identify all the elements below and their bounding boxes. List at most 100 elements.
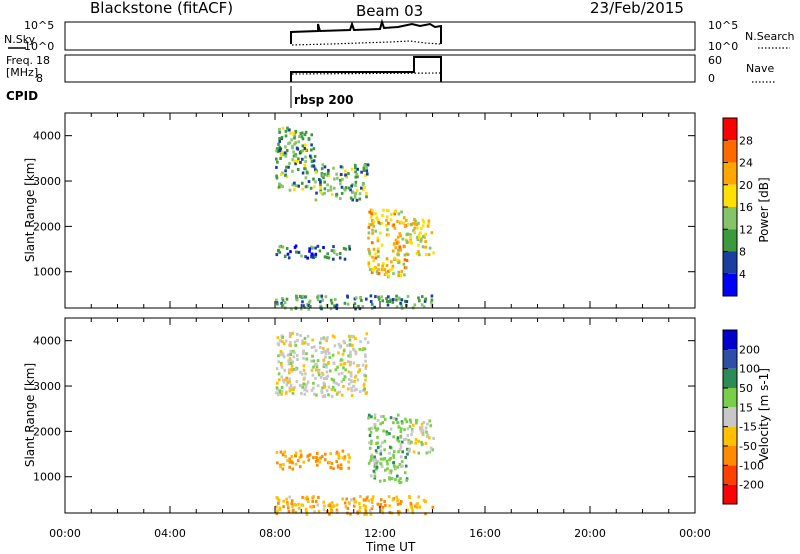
echo-cell — [333, 186, 336, 190]
echo-cell — [375, 270, 379, 274]
echo-cell — [350, 167, 354, 171]
echo-cell — [318, 300, 322, 304]
echo-cell — [280, 392, 283, 396]
echo-cell — [287, 509, 291, 513]
echo-cell — [408, 496, 411, 500]
echo-cell — [348, 334, 351, 338]
echo-cell — [325, 370, 329, 374]
echo-cell — [416, 235, 419, 239]
echo-cell — [363, 164, 366, 168]
x-tick-label: 08:00 — [259, 527, 291, 540]
echo-cell — [290, 307, 293, 311]
echo-cell — [348, 247, 351, 251]
echo-cell — [288, 377, 291, 381]
echo-cell — [383, 268, 387, 272]
echo-cell — [296, 168, 300, 171]
echo-cell — [304, 185, 308, 189]
echo-cell — [284, 145, 287, 149]
echo-cell — [393, 242, 396, 246]
echo-cell — [422, 220, 425, 224]
echo-cell — [304, 255, 307, 259]
echo-cell — [418, 253, 421, 257]
echo-cell — [385, 432, 389, 436]
echo-cell — [280, 375, 284, 379]
echo-cell — [309, 154, 312, 158]
echo-cell — [412, 450, 416, 454]
echo-cell — [289, 131, 292, 135]
velocity-panel: 1000 2000 3000 4000 Slant Range [km] — [23, 317, 696, 516]
echo-cell — [398, 260, 402, 264]
echo-cell — [430, 294, 434, 298]
echo-cell — [312, 381, 315, 385]
echo-cell — [409, 420, 413, 424]
echo-cell — [314, 252, 318, 256]
echo-cell — [351, 190, 355, 194]
echo-cell — [402, 262, 406, 266]
echo-cell — [278, 149, 282, 152]
freq-panel: Freq. [MHz] 18 8 60 0 Nave — [6, 54, 775, 85]
echo-cell — [321, 394, 325, 398]
echo-cell — [368, 268, 372, 272]
echo-cell — [371, 222, 374, 226]
x-tick-label: 20:00 — [574, 527, 606, 540]
echo-cell — [295, 250, 298, 254]
echo-cell — [418, 505, 422, 509]
echo-cell — [364, 378, 367, 382]
echo-cell — [368, 210, 371, 214]
echo-cell — [304, 155, 307, 159]
x-tick-label: 12:00 — [364, 527, 396, 540]
echo-cell — [331, 385, 335, 389]
echo-cell — [417, 495, 420, 499]
echo-cell — [292, 131, 295, 135]
echo-cell — [397, 261, 400, 265]
echo-cell — [294, 503, 298, 507]
echo-cell — [317, 495, 320, 499]
echo-cell — [291, 183, 294, 187]
echo-cell — [275, 496, 279, 499]
colorbar-segment — [723, 229, 737, 252]
echo-cell — [303, 167, 306, 171]
echo-cell — [317, 509, 321, 513]
echo-cell — [280, 135, 284, 139]
y-tick-label: 2000 — [33, 425, 61, 438]
echo-cell — [278, 378, 281, 382]
echo-cell — [281, 467, 285, 471]
echo-cell — [413, 218, 416, 221]
echo-cell — [391, 264, 395, 268]
echo-cell — [380, 268, 384, 272]
echo-cell — [318, 178, 321, 182]
echo-cell — [298, 294, 302, 298]
echo-cell — [416, 226, 419, 230]
echo-cell — [285, 497, 288, 501]
echo-cell — [282, 355, 286, 359]
echo-cell — [330, 301, 334, 305]
echo-cell — [375, 442, 378, 446]
echo-cell — [381, 441, 384, 445]
echo-cell — [391, 498, 395, 502]
echo-cell — [322, 377, 326, 380]
echo-cell — [397, 253, 400, 257]
echo-cell — [406, 433, 410, 437]
echo-cell — [276, 336, 280, 340]
echo-cell — [344, 169, 347, 173]
echo-cell — [293, 340, 297, 344]
echo-cell — [324, 452, 327, 456]
echo-cell — [294, 462, 298, 466]
echo-cell — [282, 378, 285, 382]
echo-cell — [304, 130, 308, 134]
echo-cell — [350, 334, 354, 338]
echo-cell — [344, 368, 347, 372]
echo-cell — [385, 233, 389, 237]
echo-cell — [380, 465, 384, 469]
echo-cell — [354, 500, 358, 504]
echo-cell — [400, 270, 404, 274]
echo-cell — [289, 341, 292, 344]
echo-cell — [301, 187, 304, 191]
echo-cell — [369, 300, 373, 303]
echo-cell — [358, 502, 361, 506]
echo-cell — [419, 428, 423, 432]
echo-cell — [373, 465, 377, 469]
echo-cell — [275, 391, 278, 395]
echo-cell — [322, 500, 325, 504]
echo-cell — [295, 380, 299, 383]
